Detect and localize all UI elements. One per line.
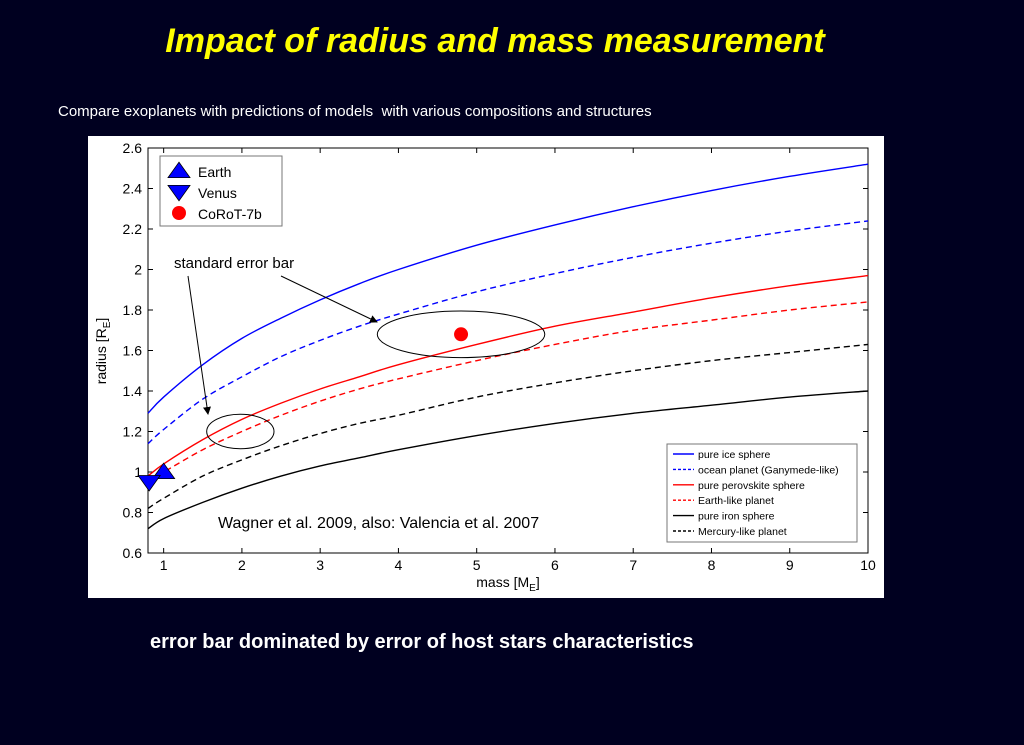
slide-subtitle: Compare exoplanets with predictions of m… xyxy=(58,103,652,120)
point-venus xyxy=(137,475,161,492)
legend-marker-label: Earth xyxy=(198,164,231,180)
error-bar-label: standard error bar xyxy=(174,255,294,272)
axis-ticks: 1 2 3 4 5 6 7 8 9 10 0.6 0.8 1 1.2 1.4 1.6 1.8 2 2.2 2.4 2.6 xyxy=(123,140,876,573)
error-ellipse-1 xyxy=(206,413,275,450)
x-tick-label: 8 xyxy=(708,557,716,573)
x-tick-label: 6 xyxy=(551,557,559,573)
legend-marker-1 xyxy=(167,185,191,202)
x-tick-label: 4 xyxy=(395,557,403,573)
series-line-4 xyxy=(147,390,869,530)
y-tick-label: 1.2 xyxy=(123,424,143,440)
series-line-5 xyxy=(147,343,869,510)
legend-line-label: pure perovskite sphere xyxy=(698,480,805,492)
legend-marker-0 xyxy=(167,161,191,178)
annotation-arrows xyxy=(187,275,378,415)
marker-legend: Earth Venus CoRoT-7b xyxy=(159,155,283,227)
line-legend: pure ice sphere ocean planet (Ganymede-li… xyxy=(666,443,858,543)
y-tick-label: 2 xyxy=(134,262,142,278)
legend-marker-label: Venus xyxy=(198,185,237,201)
slide-title: Impact of radius and mass measurement xyxy=(165,22,825,60)
x-tick-label: 9 xyxy=(786,557,794,573)
citation-label: Wagner et al. 2009, also: Valencia et al… xyxy=(218,515,539,532)
mass-radius-chart: 1 2 3 4 5 6 7 8 9 10 0.6 0.8 1 1.2 1.4 1.6 1.8 2 2.2 2.4 2.6… xyxy=(93,140,876,594)
error-ellipses xyxy=(206,310,546,450)
series-line-0 xyxy=(147,163,869,414)
error-ellipse-0 xyxy=(376,310,546,359)
series-line-1 xyxy=(147,220,869,445)
x-tick-label: 7 xyxy=(629,557,637,573)
y-tick-label: 2.4 xyxy=(123,181,143,197)
point-corot-7b xyxy=(454,327,469,342)
legend-marker-2 xyxy=(172,206,186,220)
y-tick-label: 1 xyxy=(134,464,142,480)
legend-line-label: Mercury-like planet xyxy=(698,526,787,538)
arrow-to-small-ellipse xyxy=(187,275,211,415)
y-tick-label: 0.8 xyxy=(123,505,143,521)
y-tick-label: 0.6 xyxy=(123,545,143,561)
arrow-to-large-ellipse xyxy=(280,275,378,323)
y-tick-label: 1.6 xyxy=(123,343,143,359)
model-curves xyxy=(147,163,869,530)
x-axis-label: mass [ME] xyxy=(476,574,539,594)
y-tick-label: 2.6 xyxy=(123,140,143,156)
legend-line-label: pure iron sphere xyxy=(698,511,775,523)
series-line-2 xyxy=(147,274,869,477)
planet-points xyxy=(137,327,469,492)
y-tick-label: 1.4 xyxy=(123,383,143,399)
chart-panel: 1 2 3 4 5 6 7 8 9 10 0.6 0.8 1 1.2 1.4 1.6 1.8 2 2.2 2.4 2.6… xyxy=(88,136,884,598)
bottom-note: error bar dominated by error of host sta… xyxy=(150,631,694,653)
x-tick-label: 10 xyxy=(860,557,876,573)
legend-marker-label: CoRoT-7b xyxy=(198,206,262,222)
legend-line-label: pure ice sphere xyxy=(698,449,771,461)
x-tick-label: 3 xyxy=(316,557,324,573)
x-tick-label: 2 xyxy=(238,557,246,573)
y-axis-label: radius [RE] xyxy=(93,318,113,385)
x-tick-label: 5 xyxy=(473,557,481,573)
series-line-3 xyxy=(147,301,869,481)
legend-line-label: Earth-like planet xyxy=(698,495,774,507)
legend-line-label: ocean planet (Ganymede-like) xyxy=(698,464,839,476)
x-tick-label: 1 xyxy=(160,557,168,573)
y-tick-label: 2.2 xyxy=(123,221,143,237)
point-earth xyxy=(151,462,176,480)
y-tick-label: 1.8 xyxy=(123,302,143,318)
